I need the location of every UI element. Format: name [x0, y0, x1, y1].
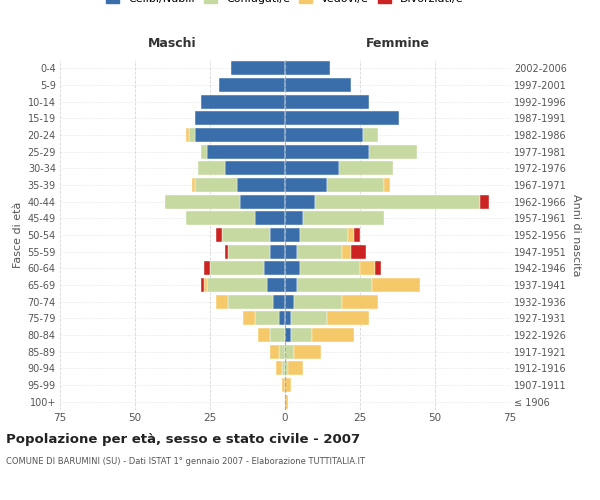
Text: Popolazione per età, sesso e stato civile - 2007: Popolazione per età, sesso e stato civil…	[6, 432, 360, 446]
Bar	[165, 194, 240, 209]
Bar	[327, 311, 369, 326]
Bar	[285, 294, 294, 308]
Bar	[270, 328, 285, 342]
Bar	[243, 311, 255, 326]
Bar	[255, 211, 285, 226]
Bar	[285, 94, 369, 109]
Bar	[285, 244, 297, 259]
Bar	[189, 128, 195, 142]
Bar	[372, 278, 420, 292]
Bar	[210, 261, 264, 276]
Bar	[240, 194, 285, 209]
Bar	[255, 311, 279, 326]
Bar	[285, 144, 369, 159]
Bar	[285, 278, 297, 292]
Bar	[342, 244, 351, 259]
Text: Maschi: Maschi	[148, 37, 197, 50]
Bar	[225, 162, 285, 175]
Bar	[195, 112, 285, 126]
Bar	[285, 378, 291, 392]
Bar	[303, 211, 384, 226]
Bar	[315, 194, 480, 209]
Bar	[291, 311, 327, 326]
Bar	[348, 228, 354, 242]
Bar	[285, 361, 288, 376]
Bar	[285, 394, 288, 409]
Bar	[195, 128, 285, 142]
Bar	[201, 144, 207, 159]
Bar	[297, 244, 342, 259]
Bar	[285, 328, 291, 342]
Bar	[285, 62, 330, 76]
Bar	[216, 228, 222, 242]
Bar	[285, 178, 327, 192]
Bar	[207, 278, 267, 292]
Bar	[198, 162, 225, 175]
Bar	[312, 328, 354, 342]
Bar	[285, 311, 291, 326]
Bar	[219, 78, 285, 92]
Text: Femmine: Femmine	[365, 37, 430, 50]
Bar	[258, 328, 270, 342]
Bar	[237, 178, 285, 192]
Bar	[270, 228, 285, 242]
Bar	[192, 178, 195, 192]
Bar	[285, 261, 300, 276]
Bar	[201, 278, 204, 292]
Bar	[228, 244, 270, 259]
Bar	[285, 78, 351, 92]
Bar	[294, 344, 321, 359]
Bar	[285, 211, 303, 226]
Bar	[222, 228, 270, 242]
Bar	[291, 328, 312, 342]
Bar	[384, 178, 390, 192]
Bar	[195, 178, 237, 192]
Text: COMUNE DI BARUMINI (SU) - Dati ISTAT 1° gennaio 2007 - Elaborazione TUTTITALIA.I: COMUNE DI BARUMINI (SU) - Dati ISTAT 1° …	[6, 458, 365, 466]
Bar	[339, 162, 393, 175]
Y-axis label: Anni di nascita: Anni di nascita	[571, 194, 581, 276]
Bar	[285, 194, 315, 209]
Bar	[267, 278, 285, 292]
Bar	[204, 261, 210, 276]
Legend: Celibi/Nubili, Coniugati/e, Vedovi/e, Divorziati/e: Celibi/Nubili, Coniugati/e, Vedovi/e, Di…	[102, 0, 468, 8]
Bar	[297, 278, 372, 292]
Bar	[276, 361, 282, 376]
Bar	[354, 228, 360, 242]
Bar	[300, 228, 348, 242]
Bar	[351, 244, 366, 259]
Bar	[282, 378, 285, 392]
Bar	[285, 162, 339, 175]
Bar	[294, 294, 342, 308]
Bar	[273, 294, 285, 308]
Y-axis label: Fasce di età: Fasce di età	[13, 202, 23, 268]
Bar	[270, 244, 285, 259]
Bar	[270, 344, 279, 359]
Bar	[480, 194, 489, 209]
Bar	[285, 344, 294, 359]
Bar	[285, 228, 300, 242]
Bar	[375, 261, 381, 276]
Bar	[201, 94, 285, 109]
Bar	[225, 244, 228, 259]
Bar	[264, 261, 285, 276]
Bar	[285, 112, 399, 126]
Bar	[288, 361, 303, 376]
Bar	[216, 294, 228, 308]
Bar	[228, 294, 273, 308]
Bar	[369, 144, 417, 159]
Bar	[285, 128, 363, 142]
Bar	[186, 128, 189, 142]
Bar	[363, 128, 378, 142]
Bar	[231, 62, 285, 76]
Bar	[279, 311, 285, 326]
Bar	[327, 178, 384, 192]
Bar	[207, 144, 285, 159]
Bar	[282, 361, 285, 376]
Bar	[360, 261, 375, 276]
Bar	[279, 344, 285, 359]
Bar	[204, 278, 207, 292]
Bar	[342, 294, 378, 308]
Bar	[300, 261, 360, 276]
Bar	[186, 211, 255, 226]
